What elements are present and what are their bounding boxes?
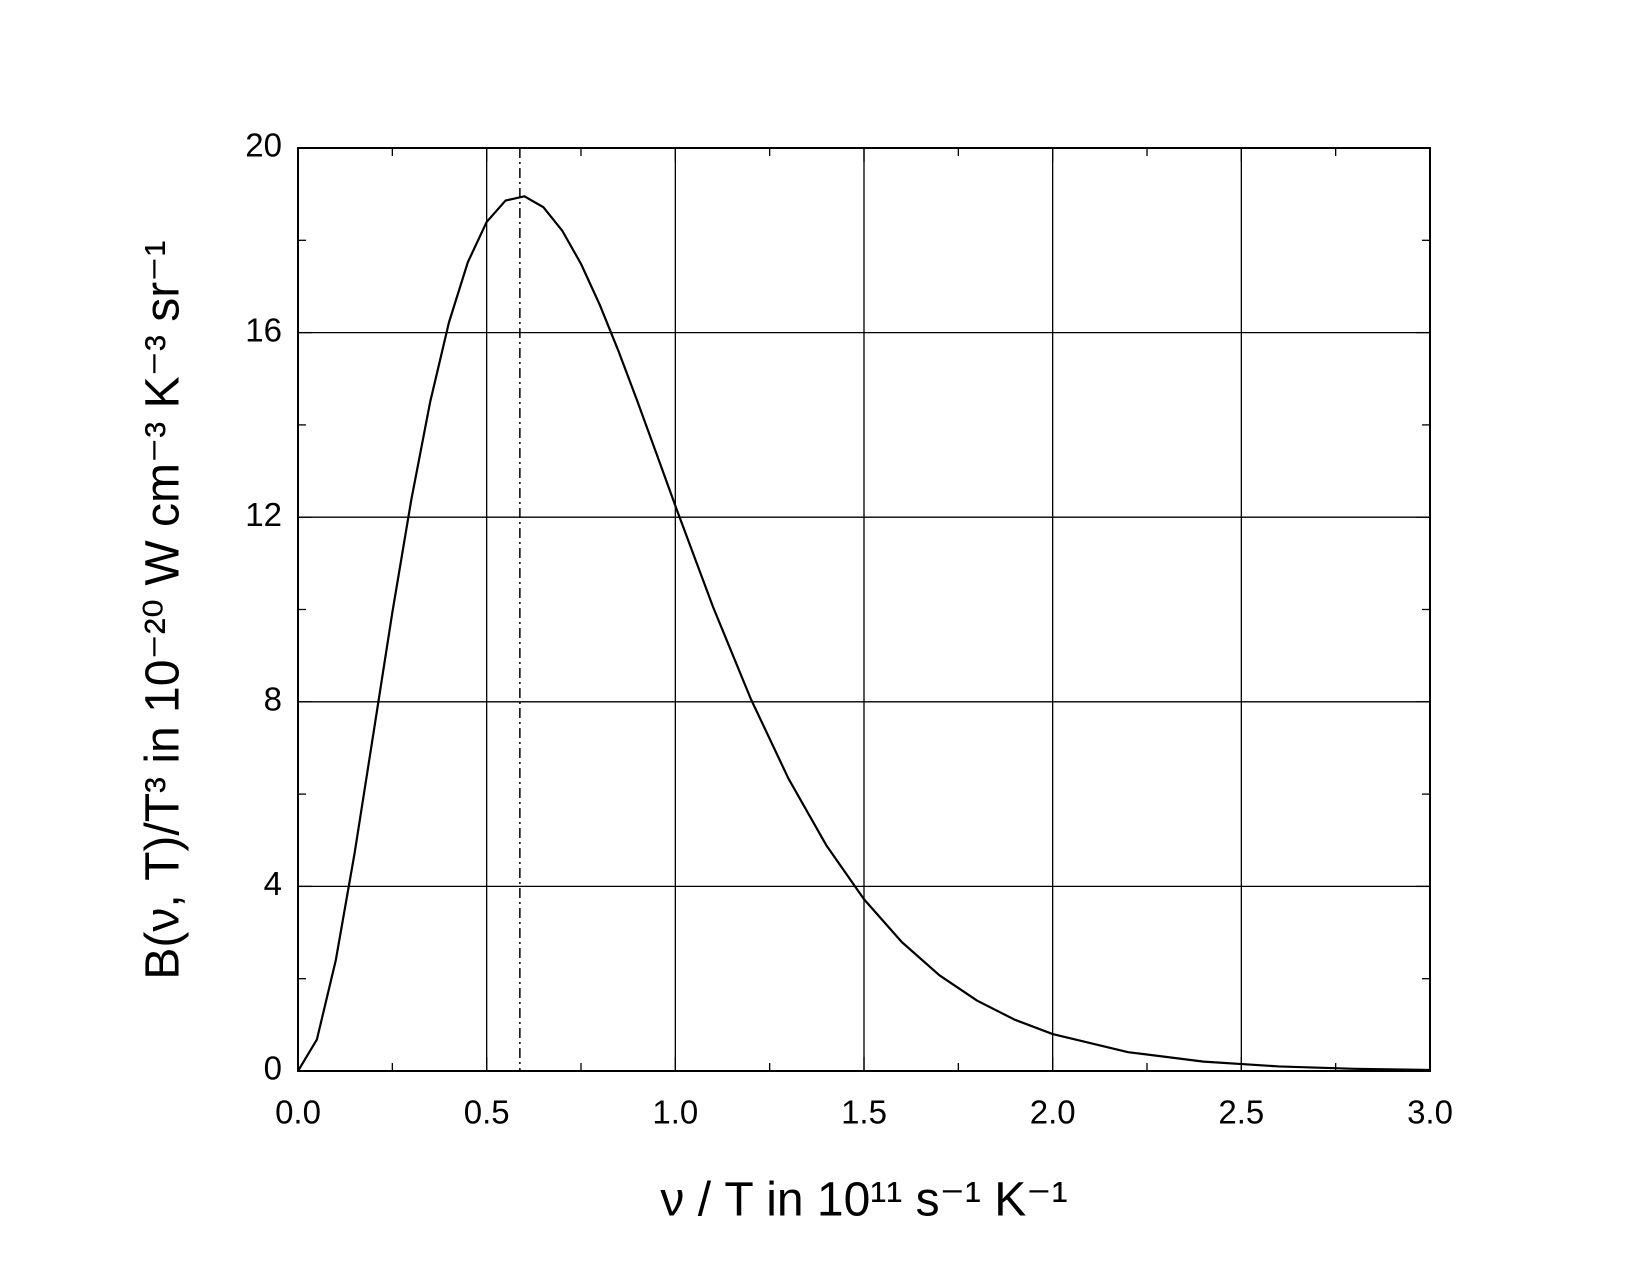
y-axis-label: B(ν, T)/T³ in 10⁻²⁰ W cm⁻³ K⁻³ sr⁻¹	[137, 240, 190, 979]
x-tick-label: 3.0	[1407, 1094, 1453, 1131]
x-tick-label: 2.0	[1030, 1094, 1076, 1131]
y-tick-label: 0	[264, 1050, 282, 1087]
x-tick-label: 2.5	[1218, 1094, 1264, 1131]
y-tick-label: 16	[245, 311, 282, 348]
x-tick-label: 0.5	[464, 1094, 510, 1131]
curve	[297, 195, 1431, 1072]
x-tick-label: 1.0	[652, 1094, 698, 1131]
x-tick-label: 0.0	[275, 1094, 321, 1131]
y-tick-label: 20	[245, 127, 282, 164]
x-axis-label: ν / T in 10¹¹ s⁻¹ K⁻¹	[660, 1174, 1067, 1227]
y-tick-label: 8	[264, 681, 282, 718]
y-tick-label: 4	[264, 865, 282, 902]
x-tick-label: 1.5	[841, 1094, 887, 1131]
plot-frame	[297, 147, 1431, 1072]
y-tick-label: 12	[245, 496, 282, 533]
